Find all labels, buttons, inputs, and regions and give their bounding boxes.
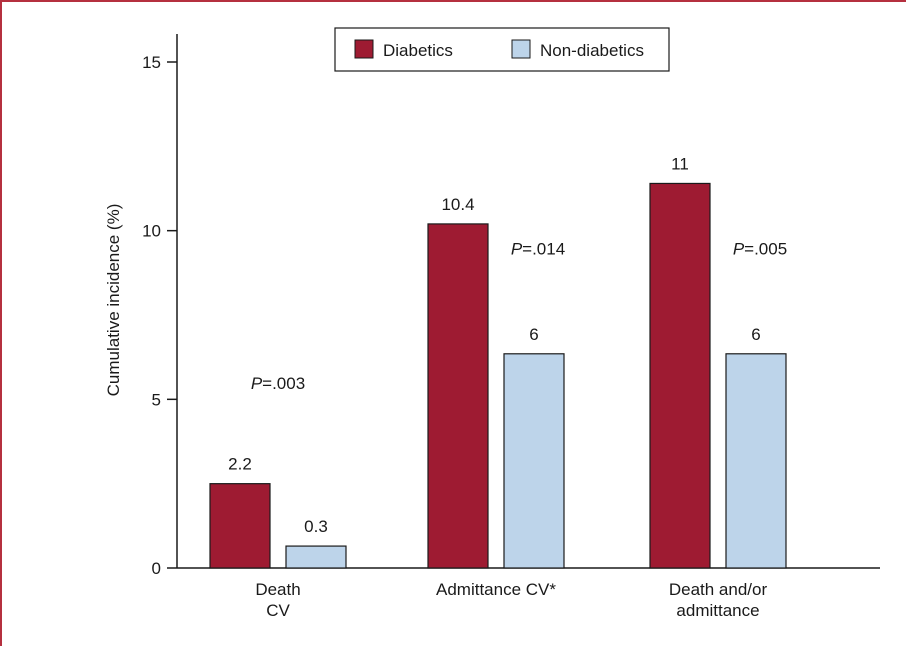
bar-value-label-diabetics-2: 11 — [671, 154, 689, 173]
category-labels: Death CV Admittance CV* Death and/or admitta… — [255, 580, 767, 620]
p-value-label-2: P=.005 — [733, 239, 787, 258]
p-value-number: =.014 — [522, 239, 565, 258]
y-tick-label-0: 0 — [152, 559, 161, 578]
bar-value-label-non-diabetics-1: 6 — [529, 325, 538, 344]
legend: Diabetics Non-diabetics — [334, 27, 670, 72]
bar-non-diabetics-0 — [285, 545, 347, 569]
p-value-number: =.005 — [744, 239, 787, 258]
bar-value-label-diabetics-0: 2.2 — [228, 455, 252, 474]
p-value-number: =.003 — [262, 374, 305, 393]
bar-diabetics-2 — [649, 182, 711, 569]
legend-label-diabetics: Diabetics — [383, 41, 453, 60]
y-tick-label-15: 15 — [142, 53, 161, 72]
y-axis-label: Cumulative incidence (%) — [104, 204, 123, 397]
category-label-0-line-1: CV — [266, 601, 290, 620]
bar-non-diabetics-2 — [725, 353, 787, 569]
category-label-1-line-0: Admittance CV* — [436, 580, 556, 599]
frame-left-border — [0, 0, 2, 646]
bar-value-labels: 2.2 0.3 10.4 6 11 6 — [228, 154, 761, 536]
p-value-prefix: P — [511, 239, 523, 258]
bar-diabetics-0 — [209, 483, 271, 569]
p-value-label-0: P=.003 — [251, 374, 305, 393]
bar-diabetics-1 — [427, 223, 489, 569]
category-label-2-line-1: admittance — [676, 601, 759, 620]
legend-box — [334, 27, 670, 72]
bar-value-label-non-diabetics-2: 6 — [751, 325, 760, 344]
legend-label-non-diabetics: Non-diabetics — [540, 41, 644, 60]
p-value-prefix: P — [733, 239, 745, 258]
p-value-prefix: P — [251, 374, 263, 393]
category-label-0-line-0: Death — [255, 580, 300, 599]
legend-swatch-non-diabetics — [511, 39, 531, 59]
y-tick-label-10: 10 — [142, 222, 161, 241]
frame-top-border — [0, 0, 906, 2]
bar-value-label-non-diabetics-0: 0.3 — [304, 517, 328, 536]
legend-swatch-diabetics — [354, 39, 374, 59]
y-tick-label-5: 5 — [152, 390, 161, 409]
bars — [209, 182, 787, 569]
bar-value-label-diabetics-1: 10.4 — [441, 195, 474, 214]
category-label-2-line-0: Death and/or — [669, 580, 768, 599]
bar-non-diabetics-1 — [503, 353, 565, 569]
y-ticks: 0 5 10 15 — [142, 53, 177, 578]
p-value-label-1: P=.014 — [511, 239, 565, 258]
